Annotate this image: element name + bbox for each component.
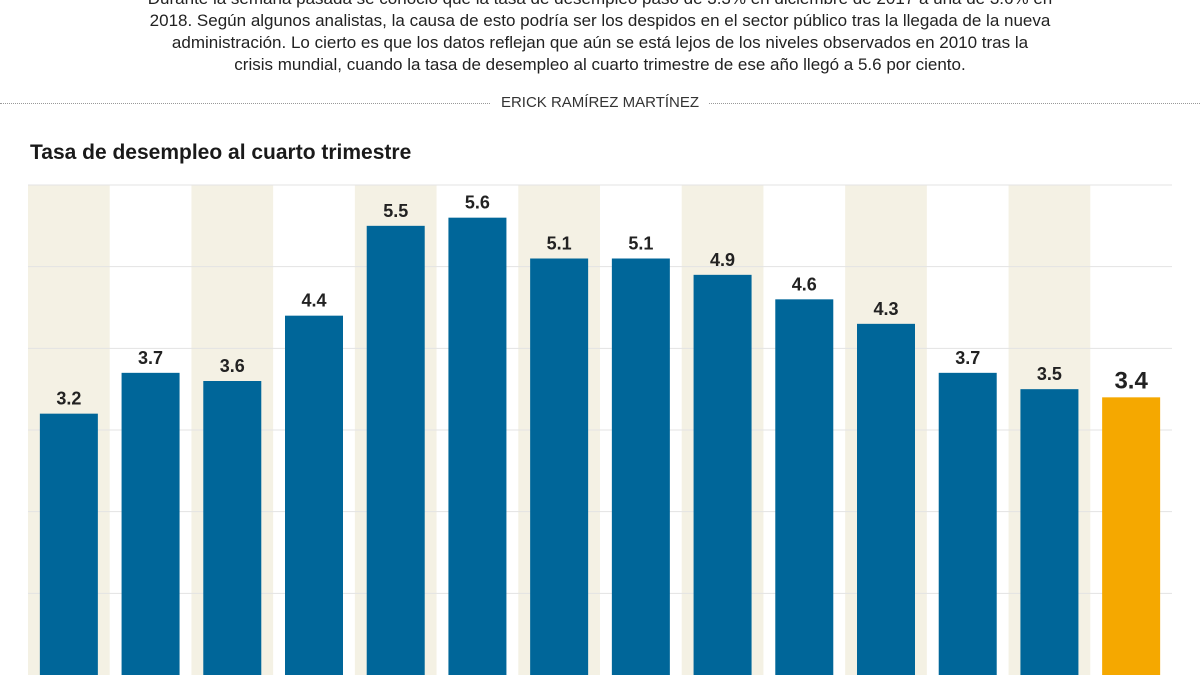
bar <box>611 258 670 675</box>
intro-line: crisis mundial, cuando la tasa de desemp… <box>234 55 966 74</box>
data-label: 4.3 <box>873 299 898 319</box>
byline-row: ERICK RAMÍREZ MARTÍNEZ <box>0 93 1200 113</box>
intro-paragraph: Durante la semana pasada se conoció que … <box>100 0 1100 76</box>
bar <box>1020 389 1079 675</box>
intro-line: Durante la semana pasada se conoció que … <box>100 0 1100 10</box>
data-label: 3.5 <box>1037 364 1062 384</box>
data-label: 3.4 <box>1114 367 1148 394</box>
data-label: 5.1 <box>628 234 653 254</box>
data-label: 5.1 <box>547 234 572 254</box>
bar <box>203 381 262 675</box>
bar <box>775 299 834 675</box>
bar <box>1102 397 1161 675</box>
data-label: 5.5 <box>383 201 408 221</box>
byline: ERICK RAMÍREZ MARTÍNEZ <box>490 94 710 111</box>
data-label: 5.6 <box>465 193 490 213</box>
data-label: 4.9 <box>710 250 735 270</box>
data-label: 4.4 <box>301 291 326 311</box>
bar <box>39 413 98 675</box>
bar <box>285 315 343 675</box>
data-label: 4.6 <box>792 274 817 294</box>
bar <box>121 372 180 675</box>
data-label: 3.7 <box>955 348 980 368</box>
data-label: 3.7 <box>138 348 163 368</box>
data-label: 3.6 <box>220 356 245 376</box>
bar <box>938 372 997 675</box>
bar <box>693 274 752 675</box>
data-label: 3.2 <box>56 389 81 409</box>
chart-title: Tasa de desempleo al cuarto trimestre <box>30 141 412 164</box>
bar <box>366 225 425 675</box>
bar <box>857 323 915 675</box>
intro-line: 2018. Según algunos analistas, la causa … <box>149 11 1051 30</box>
bar <box>448 217 507 675</box>
intro-line: administración. Lo cierto es que los dat… <box>171 33 1029 52</box>
bar <box>530 258 589 675</box>
